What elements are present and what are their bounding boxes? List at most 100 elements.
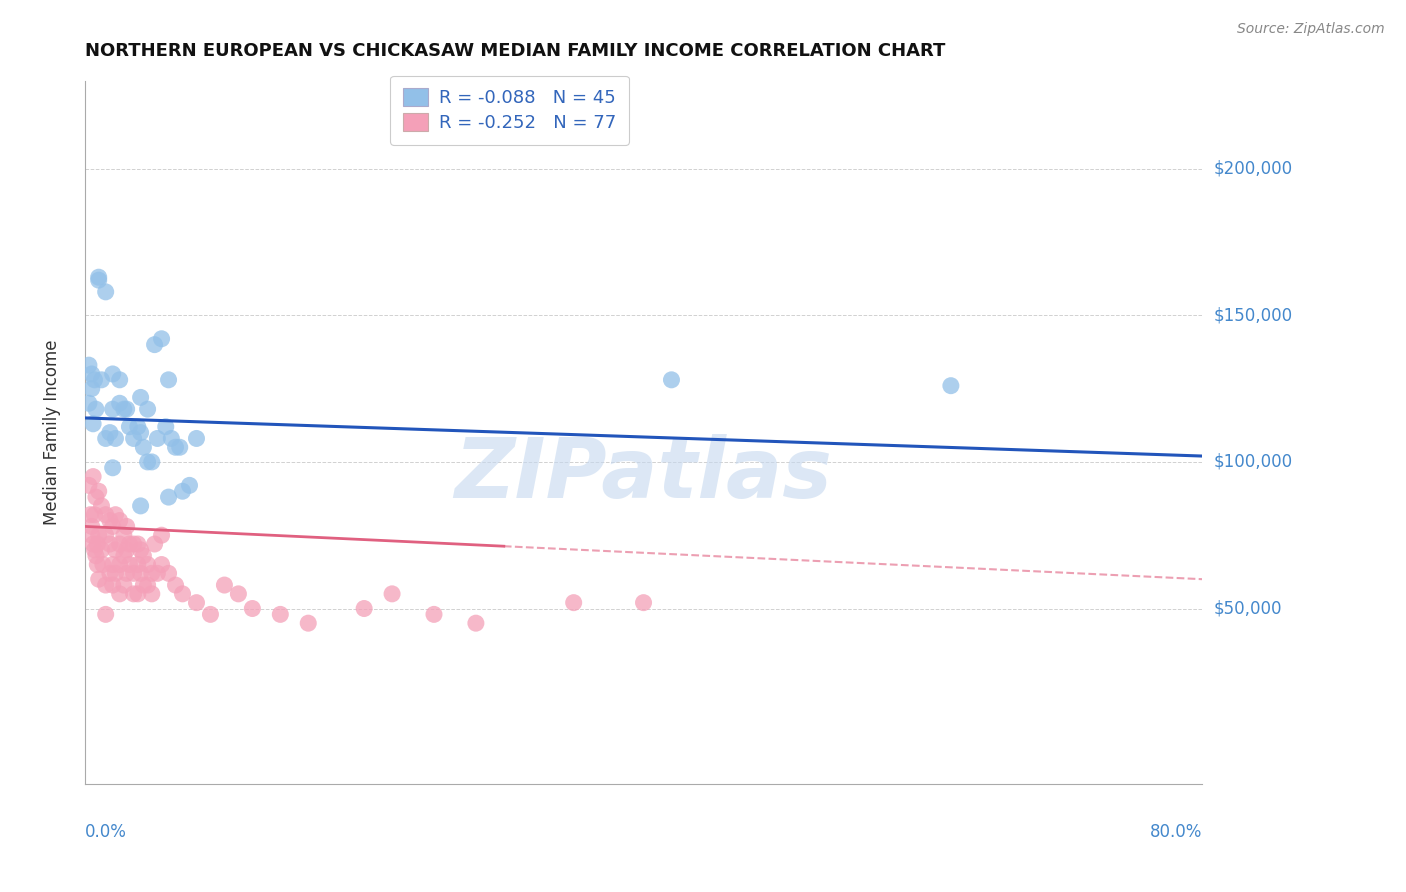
Point (127, 419, 149, 434)
Point (82, 537, 104, 551)
Point (112, 549, 135, 563)
Point (186, 596, 208, 610)
Text: NORTHERN EUROPEAN VS CHICKASAW MEDIAN FAMILY INCOME CORRELATION CHART: NORTHERN EUROPEAN VS CHICKASAW MEDIAN FA… (84, 42, 945, 60)
Point (80, 528, 103, 542)
Point (141, 566, 163, 581)
Point (112, 528, 135, 542)
Point (112, 402, 135, 417)
Point (112, 578, 135, 592)
Point (562, 596, 585, 610)
Point (464, 616, 486, 631)
Point (165, 440, 187, 454)
Y-axis label: Median Family Income: Median Family Income (44, 340, 60, 525)
Point (94, 285, 117, 299)
Point (150, 558, 173, 572)
Point (82, 417, 104, 431)
Point (240, 601, 263, 615)
Point (80, 367, 103, 381)
Point (115, 542, 138, 557)
Point (939, 378, 962, 392)
Point (269, 607, 291, 622)
Point (661, 373, 683, 387)
Point (77, 478, 100, 492)
Point (157, 566, 180, 581)
Point (101, 460, 124, 475)
Point (101, 578, 124, 592)
Point (122, 566, 145, 581)
Point (77, 358, 100, 372)
Point (129, 391, 152, 405)
Point (87, 484, 110, 499)
Point (146, 566, 169, 581)
Point (108, 396, 131, 410)
Point (84, 490, 107, 504)
Point (129, 566, 152, 581)
Point (91, 558, 114, 572)
Point (186, 432, 208, 446)
Text: Source: ZipAtlas.com: Source: ZipAtlas.com (1237, 22, 1385, 37)
Point (87, 273, 110, 287)
Point (165, 578, 187, 592)
Text: $100,000: $100,000 (1213, 453, 1292, 471)
Point (129, 425, 152, 440)
Point (104, 566, 127, 581)
Point (98, 537, 121, 551)
Point (169, 440, 191, 454)
Point (104, 542, 127, 557)
Point (122, 587, 145, 601)
Point (129, 499, 152, 513)
Point (108, 537, 131, 551)
Point (179, 478, 201, 492)
Point (150, 528, 173, 542)
Text: $200,000: $200,000 (1213, 160, 1292, 178)
Point (172, 587, 194, 601)
Point (127, 587, 149, 601)
Point (90, 542, 112, 557)
Point (98, 566, 121, 581)
Text: $50,000: $50,000 (1213, 599, 1282, 617)
Point (94, 607, 117, 622)
Point (104, 432, 127, 446)
Point (423, 607, 446, 622)
Point (118, 537, 141, 551)
Point (98, 425, 121, 440)
Point (157, 373, 180, 387)
Text: 0.0%: 0.0% (84, 823, 127, 841)
Point (83, 373, 105, 387)
Point (108, 587, 131, 601)
Point (136, 578, 159, 592)
Point (143, 537, 166, 551)
Point (127, 558, 149, 572)
Point (104, 508, 127, 522)
Point (160, 432, 183, 446)
Point (79, 508, 101, 522)
Point (80, 519, 103, 533)
Point (141, 455, 163, 469)
Point (115, 519, 138, 533)
Point (127, 537, 149, 551)
Point (87, 528, 110, 542)
Point (94, 578, 117, 592)
Point (83, 508, 105, 522)
Point (150, 332, 173, 346)
Point (86, 537, 108, 551)
Point (228, 587, 250, 601)
Text: 80.0%: 80.0% (1150, 823, 1202, 841)
Point (108, 514, 131, 528)
Point (118, 419, 141, 434)
Point (155, 419, 177, 434)
Text: ZIPatlas: ZIPatlas (454, 434, 832, 516)
Point (129, 542, 152, 557)
Point (146, 432, 169, 446)
Point (118, 558, 141, 572)
Point (101, 558, 124, 572)
Point (214, 578, 236, 592)
Point (94, 432, 117, 446)
Point (90, 373, 112, 387)
Point (94, 508, 117, 522)
Point (141, 587, 163, 601)
Point (77, 396, 100, 410)
Point (86, 558, 108, 572)
Point (143, 337, 166, 351)
Point (80, 382, 103, 396)
